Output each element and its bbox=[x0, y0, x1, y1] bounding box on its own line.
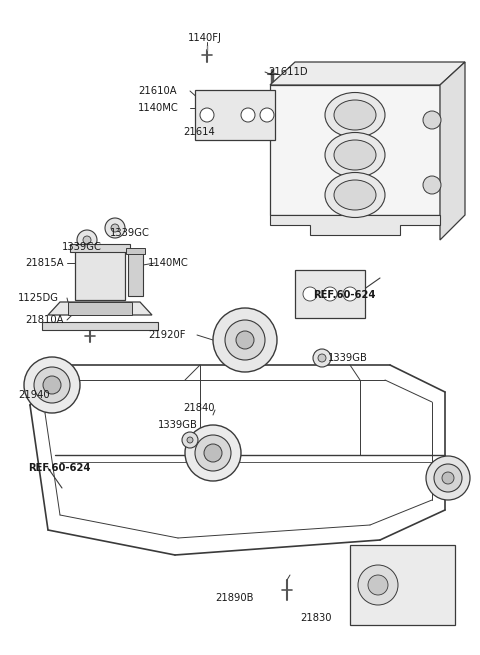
Circle shape bbox=[204, 444, 222, 462]
Text: 21810A: 21810A bbox=[25, 315, 63, 325]
Circle shape bbox=[423, 111, 441, 129]
Text: 1125DG: 1125DG bbox=[18, 293, 59, 303]
Circle shape bbox=[187, 437, 193, 443]
Text: REF.60-624: REF.60-624 bbox=[28, 463, 91, 473]
Ellipse shape bbox=[325, 132, 385, 178]
Ellipse shape bbox=[325, 92, 385, 138]
Circle shape bbox=[236, 331, 254, 349]
Polygon shape bbox=[68, 302, 132, 315]
Text: 1339GC: 1339GC bbox=[110, 228, 150, 238]
Polygon shape bbox=[75, 248, 125, 300]
Text: 21920F: 21920F bbox=[148, 330, 185, 340]
Text: 21614: 21614 bbox=[183, 127, 215, 137]
Text: 1339GB: 1339GB bbox=[328, 353, 368, 363]
Polygon shape bbox=[48, 302, 152, 315]
Ellipse shape bbox=[334, 140, 376, 170]
Circle shape bbox=[434, 464, 462, 492]
Circle shape bbox=[182, 432, 198, 448]
Text: 1339GB: 1339GB bbox=[158, 420, 198, 430]
Circle shape bbox=[83, 236, 91, 244]
Polygon shape bbox=[270, 62, 465, 85]
Polygon shape bbox=[440, 62, 465, 240]
Text: 21830: 21830 bbox=[300, 613, 332, 623]
Text: 1140MC: 1140MC bbox=[138, 103, 179, 113]
Ellipse shape bbox=[334, 100, 376, 130]
Text: REF.60-624: REF.60-624 bbox=[313, 290, 375, 300]
Polygon shape bbox=[295, 270, 365, 318]
Circle shape bbox=[111, 224, 119, 232]
Ellipse shape bbox=[334, 180, 376, 210]
Text: 21890B: 21890B bbox=[215, 593, 253, 603]
Text: 21840: 21840 bbox=[183, 403, 215, 413]
Circle shape bbox=[241, 108, 255, 122]
Circle shape bbox=[318, 354, 326, 362]
Circle shape bbox=[213, 308, 277, 372]
Circle shape bbox=[426, 456, 470, 500]
Text: 1140MC: 1140MC bbox=[148, 258, 189, 268]
Circle shape bbox=[260, 108, 274, 122]
Circle shape bbox=[24, 357, 80, 413]
Text: 1339GC: 1339GC bbox=[62, 242, 102, 252]
Circle shape bbox=[303, 287, 317, 301]
Circle shape bbox=[323, 287, 337, 301]
Text: 1140FJ: 1140FJ bbox=[188, 33, 222, 43]
Circle shape bbox=[368, 575, 388, 595]
Circle shape bbox=[34, 367, 70, 403]
Ellipse shape bbox=[325, 172, 385, 217]
Polygon shape bbox=[350, 545, 455, 625]
Text: 21815A: 21815A bbox=[25, 258, 64, 268]
Polygon shape bbox=[128, 252, 143, 296]
Circle shape bbox=[43, 376, 61, 394]
Text: 21610A: 21610A bbox=[138, 86, 177, 96]
Polygon shape bbox=[195, 90, 275, 140]
Circle shape bbox=[105, 218, 125, 238]
Circle shape bbox=[225, 320, 265, 360]
Circle shape bbox=[442, 472, 454, 484]
Circle shape bbox=[77, 230, 97, 250]
Polygon shape bbox=[70, 244, 130, 252]
Circle shape bbox=[185, 425, 241, 481]
Circle shape bbox=[313, 349, 331, 367]
Polygon shape bbox=[126, 248, 145, 254]
Circle shape bbox=[423, 176, 441, 194]
Circle shape bbox=[195, 435, 231, 471]
Polygon shape bbox=[270, 215, 440, 235]
Text: 21940: 21940 bbox=[18, 390, 49, 400]
Circle shape bbox=[343, 287, 357, 301]
Circle shape bbox=[200, 108, 214, 122]
Circle shape bbox=[358, 565, 398, 605]
Polygon shape bbox=[42, 322, 158, 330]
Polygon shape bbox=[270, 85, 440, 215]
Text: 21611D: 21611D bbox=[268, 67, 308, 77]
